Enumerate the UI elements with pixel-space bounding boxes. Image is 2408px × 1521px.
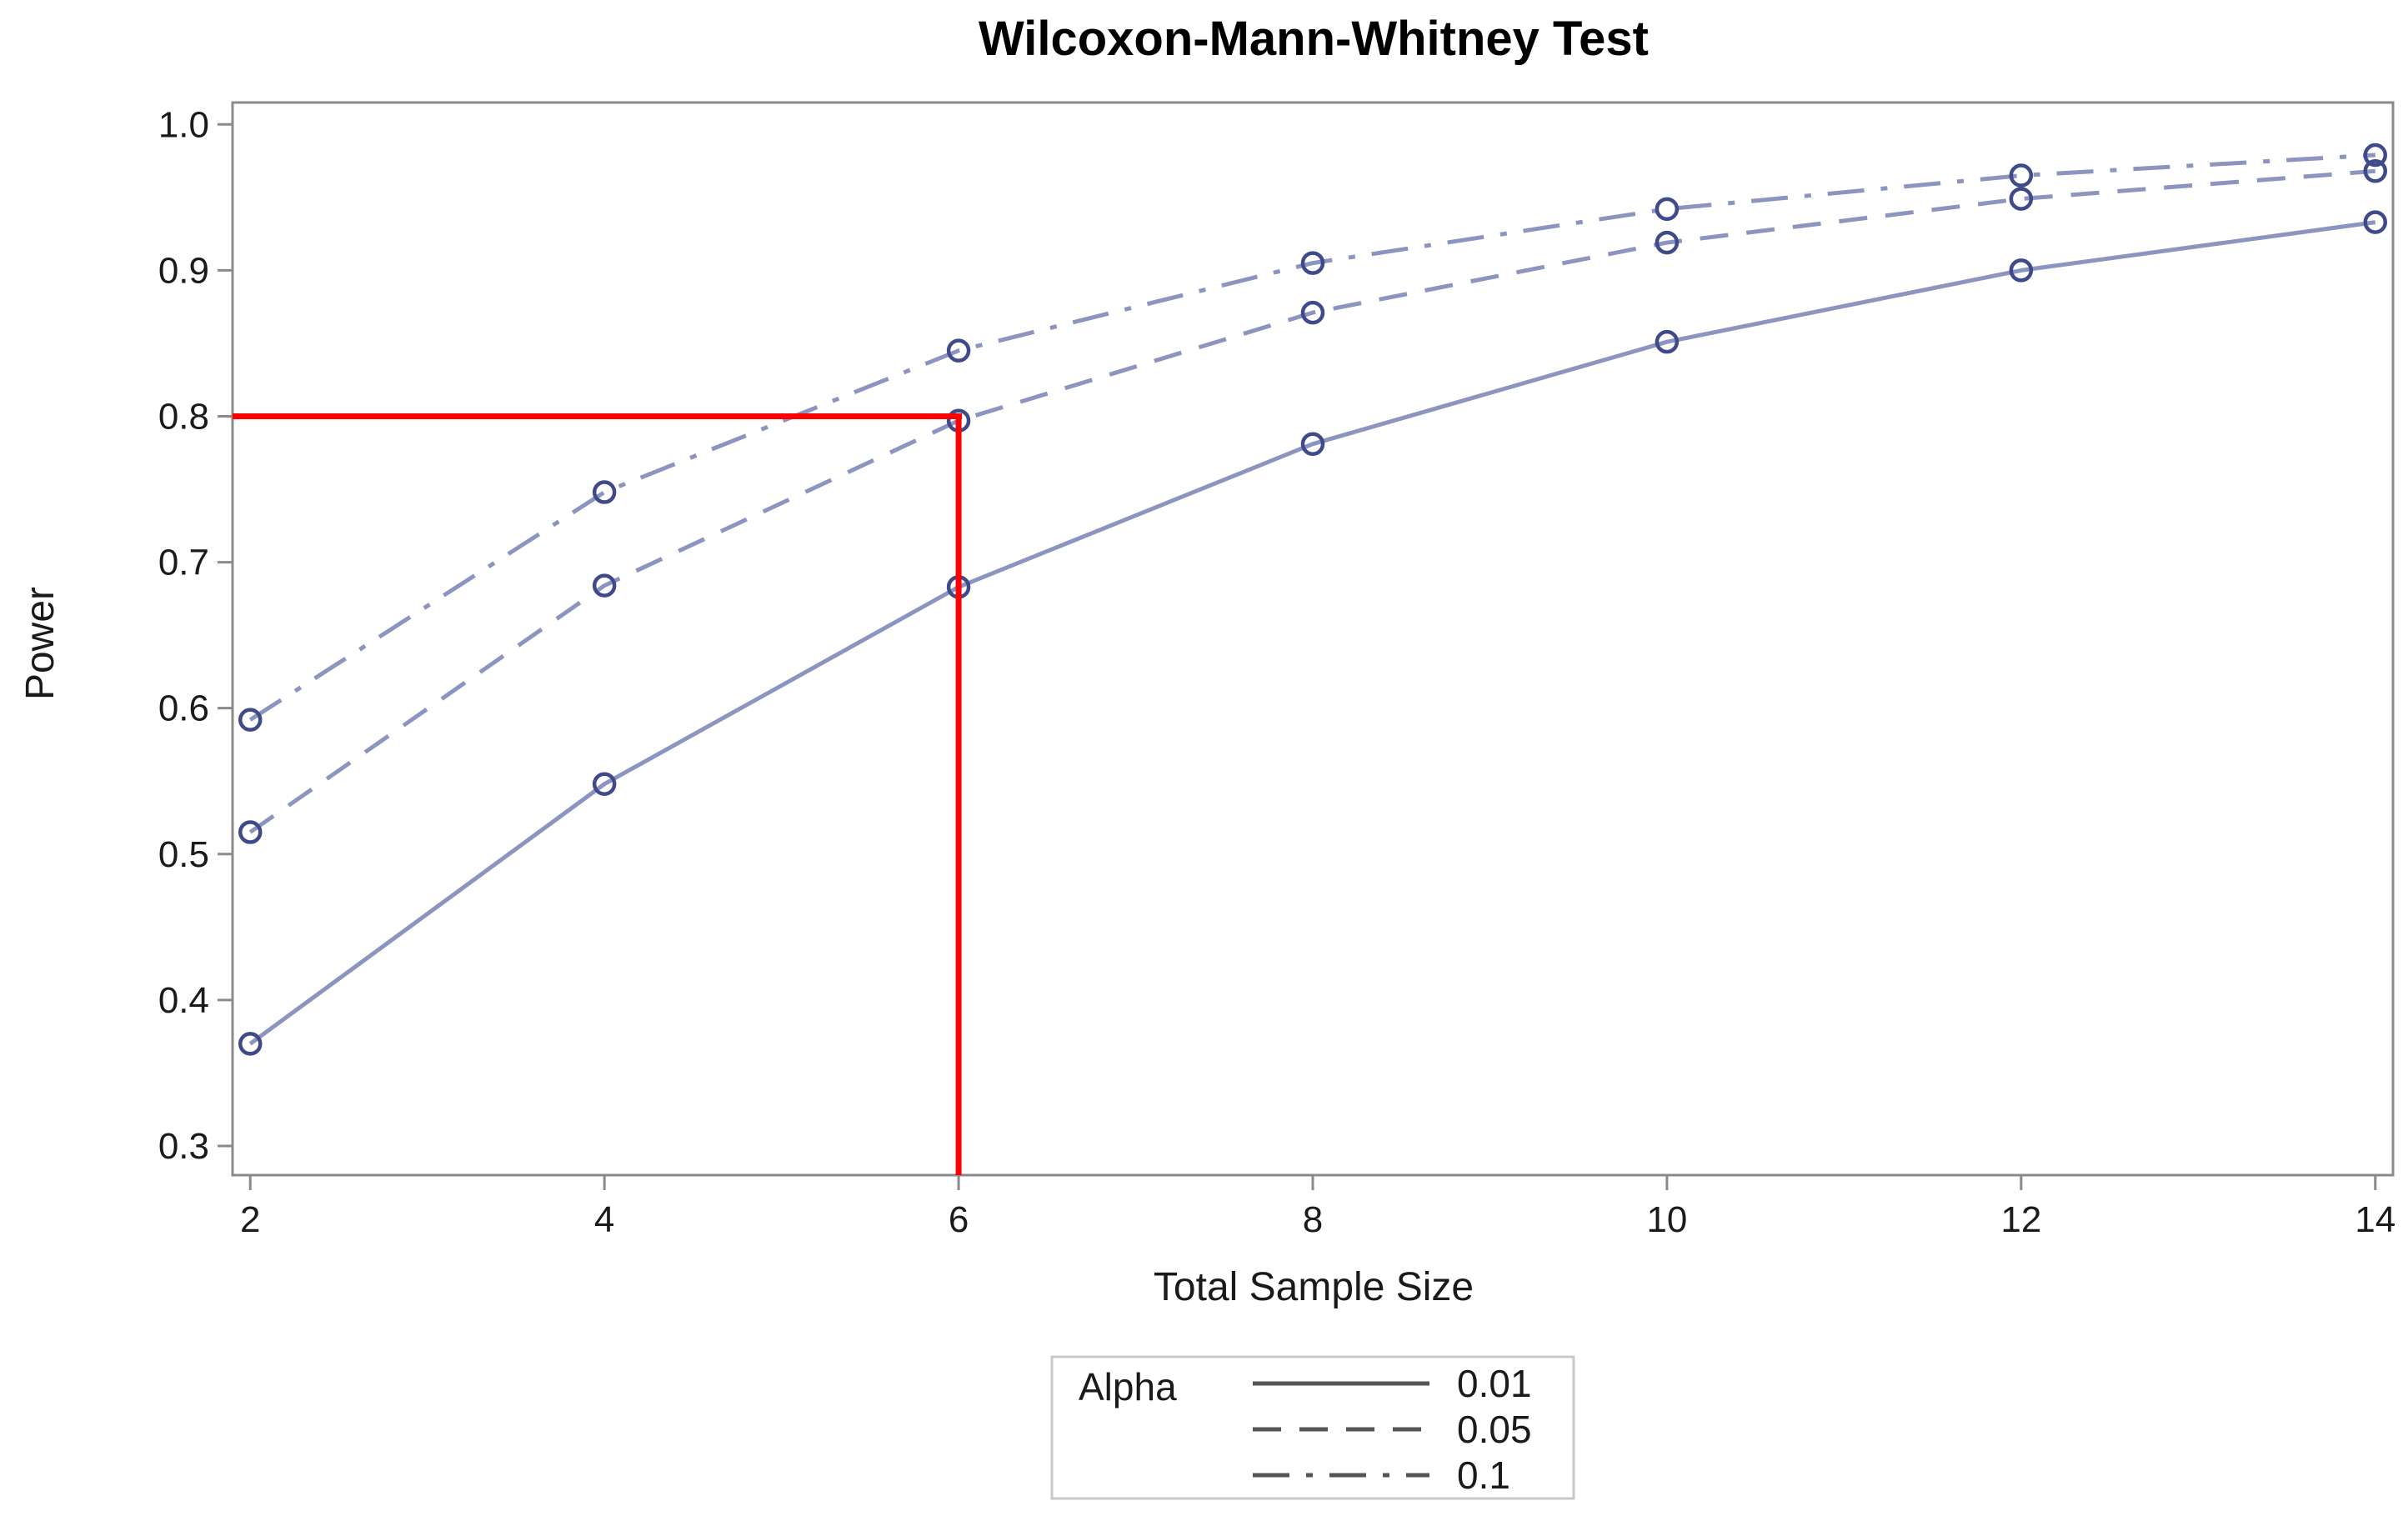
x-tick-label: 10 — [1646, 1199, 1687, 1240]
x-tick-label: 14 — [2355, 1199, 2395, 1240]
legend-item: 0.1 — [1253, 1453, 1510, 1497]
series-line — [248, 168, 2375, 834]
y-tick-label: 0.5 — [158, 834, 209, 875]
data-point — [1655, 329, 1680, 354]
data-point — [1300, 251, 1325, 275]
legend-label: 0.01 — [1457, 1362, 1532, 1405]
data-point — [2009, 258, 2034, 283]
series-line — [248, 153, 2375, 722]
data-point — [238, 1032, 263, 1056]
data-point — [2363, 159, 2388, 183]
data-point — [1655, 230, 1680, 255]
data-point — [238, 708, 263, 732]
legend-label: 0.1 — [1457, 1453, 1510, 1497]
x-axis: 2 4 6 8 10 12 14 — [240, 1175, 2395, 1240]
y-tick-label: 0.3 — [158, 1126, 209, 1167]
y-tick-label: 1.0 — [158, 104, 209, 145]
y-tick-label: 0.4 — [158, 980, 209, 1021]
x-axis-label: Total Sample Size — [1154, 1265, 1474, 1309]
series-line — [248, 220, 2376, 1046]
legend-item: 0.05 — [1253, 1408, 1532, 1451]
legend-title: Alpha — [1079, 1365, 1177, 1408]
data-point — [592, 480, 617, 504]
y-tick-label: 0.7 — [158, 543, 209, 583]
legend-item: 0.01 — [1253, 1362, 1532, 1405]
legend-label: 0.05 — [1457, 1408, 1532, 1451]
x-tick-label: 2 — [240, 1199, 260, 1240]
data-point — [946, 338, 971, 363]
data-point — [2009, 187, 2034, 211]
legend-items: 0.010.050.1 — [1253, 1362, 1532, 1497]
data-point — [592, 772, 617, 796]
legend: Alpha 0.010.050.1 — [1050, 1355, 1575, 1500]
y-tick-label: 0.6 — [158, 688, 209, 729]
data-point — [2363, 210, 2388, 234]
data-point — [1300, 432, 1325, 456]
x-tick-label: 6 — [949, 1199, 969, 1240]
data-point — [1300, 300, 1325, 325]
series-layer — [238, 143, 2388, 1056]
y-tick-label: 0.9 — [158, 250, 209, 291]
data-point — [1655, 197, 1680, 222]
series-0-1 — [238, 143, 2388, 732]
y-axis-label: Power — [18, 587, 63, 700]
data-point — [2363, 143, 2388, 168]
x-tick-label: 4 — [594, 1199, 614, 1240]
series-0-01 — [238, 210, 2388, 1056]
reference-lines — [233, 413, 963, 1175]
x-tick-label: 12 — [2000, 1199, 2041, 1240]
y-tick-label: 0.8 — [158, 396, 209, 437]
data-point — [592, 573, 617, 598]
data-point — [2009, 163, 2034, 188]
y-axis: 0.3 0.4 0.5 0.6 0.7 0.8 0.9 1.0 — [158, 104, 233, 1167]
data-point — [238, 820, 263, 844]
x-tick-label: 8 — [1303, 1199, 1323, 1240]
chart-title: Wilcoxon-Mann-Whitney Test — [979, 12, 1649, 66]
